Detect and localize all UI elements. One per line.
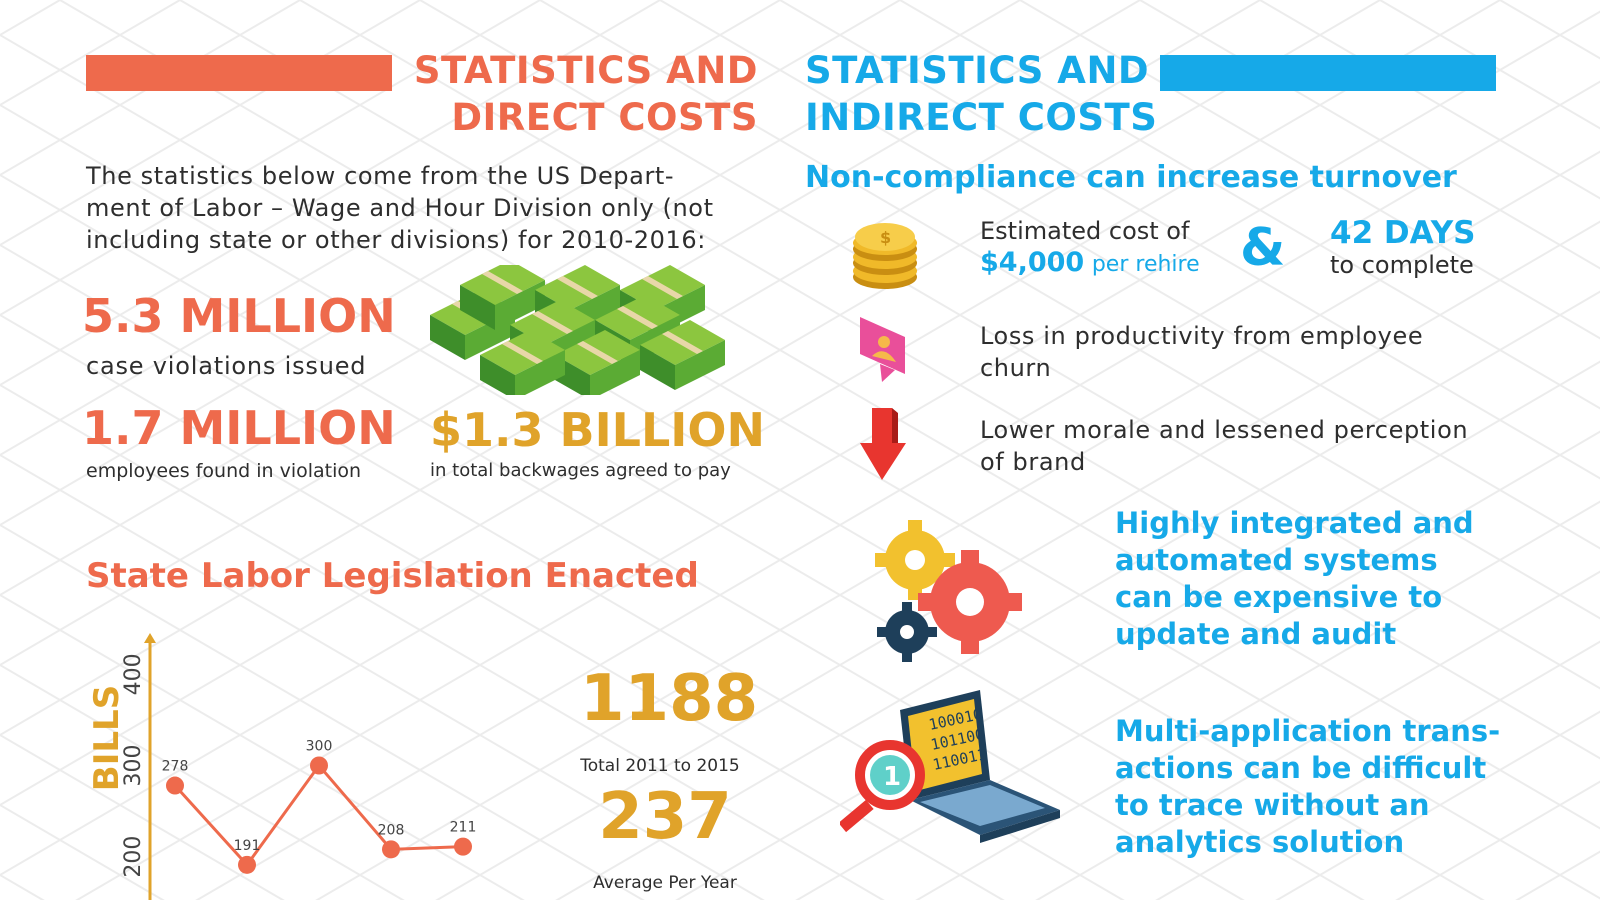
right-heading: STATISTICS AND INDIRECT COSTS [805, 47, 1225, 141]
stat-employees-label: employees found in violation [86, 460, 362, 482]
svg-text:1: 1 [883, 762, 901, 792]
average-label: Average Per Year [593, 873, 737, 893]
left-heading-bar [86, 55, 392, 91]
left-heading-line1: STATISTICS AND [413, 49, 758, 92]
morale-text: Lower morale and lessened perception of … [980, 414, 1500, 478]
ampersand: & [1240, 218, 1286, 278]
multi-app-line1: Multi-application trans- [1115, 714, 1501, 748]
left-intro: The statistics below come from the US De… [86, 160, 766, 256]
integrated-line3: can be expensive to [1115, 580, 1443, 614]
y-tick-label: 200 [121, 836, 146, 878]
legislation-title: State Labor Legislation Enacted [86, 556, 699, 596]
data-point [454, 837, 472, 856]
data-label: 208 [378, 822, 405, 838]
stat-employees-value: 1.7 MILLION [82, 401, 396, 455]
data-point [310, 756, 328, 775]
data-point [166, 776, 184, 795]
intro-line3: including state or other divisions) for … [86, 226, 706, 254]
productivity-line2: churn [980, 354, 1052, 382]
multi-app-line4: analytics solution [1115, 825, 1405, 859]
series-line [173, 763, 464, 868]
data-label: 191 [234, 838, 261, 854]
days-value: 42 DAYS [1330, 215, 1476, 251]
left-heading-line2: DIRECT COSTS [451, 96, 758, 139]
morale-line1: Lower morale and lessened perception [980, 416, 1469, 444]
coins-icon: $ [853, 223, 917, 289]
stat-backwages-value: $1.3 BILLION [430, 403, 766, 457]
days-label: to complete [1330, 251, 1474, 279]
svg-text:$: $ [880, 228, 891, 247]
data-label: 211 [450, 820, 477, 836]
legislation-chart: 200 300 400 278 191 300 208 211 [121, 633, 477, 900]
laptop-magnifier-icon: 100010 101100 110011 1 [840, 690, 1060, 843]
stat-violations-value: 5.3 MILLION [82, 289, 396, 343]
cost-prefix: Estimated cost of [980, 217, 1190, 245]
integrated-line1: Highly integrated and [1115, 506, 1474, 540]
days-block: 42 DAYS to complete [1330, 215, 1475, 279]
left-heading: STATISTICS AND DIRECT COSTS [390, 47, 758, 141]
user-chat-icon [860, 317, 905, 382]
cost-amount: $4,000 [980, 247, 1085, 278]
right-heading-line2: INDIRECT COSTS [805, 96, 1158, 139]
data-label: 278 [162, 759, 189, 775]
intro-line2: ment of Labor – Wage and Hour Division o… [86, 194, 714, 222]
money-stacks-icon [430, 265, 725, 395]
stat-violations-label: case violations issued [86, 352, 367, 380]
total-value: 1188 [580, 662, 759, 736]
multi-app-line2: actions can be difficult [1115, 751, 1487, 785]
multi-app-text: Multi-application trans- actions can be … [1115, 713, 1575, 861]
data-point [238, 855, 256, 874]
morale-line2: of brand [980, 448, 1086, 476]
down-arrow-icon [860, 408, 906, 480]
right-heading-bar [1160, 55, 1496, 91]
y-tick-label: 300 [121, 745, 146, 787]
productivity-line1: Loss in productivity from employee [980, 322, 1424, 350]
data-point [382, 840, 400, 859]
data-label: 300 [306, 739, 333, 755]
gears-icon [875, 520, 1022, 662]
turnover-subtitle: Non-compliance can increase turnover [805, 160, 1457, 195]
y-axis-arrow [144, 633, 156, 643]
average-value: 237 [598, 780, 732, 854]
stat-backwages-label: in total backwages agreed to pay [430, 460, 731, 481]
cost-estimate: Estimated cost of $4,000 per rehire [980, 217, 1200, 278]
integrated-line2: automated systems [1115, 543, 1438, 577]
cost-suffix: per rehire [1091, 252, 1200, 277]
multi-app-line3: to trace without an [1115, 788, 1430, 822]
productivity-text: Loss in productivity from employee churn [980, 320, 1500, 384]
total-label: Total 2011 to 2015 [580, 756, 740, 776]
cost-amount-line: $4,000 per rehire [980, 247, 1200, 278]
integrated-systems-text: Highly integrated and automated systems … [1115, 505, 1535, 653]
right-heading-line1: STATISTICS AND [805, 49, 1150, 92]
integrated-line4: update and audit [1115, 617, 1397, 651]
intro-line1: The statistics below come from the US De… [86, 162, 675, 190]
y-tick-label: 400 [121, 653, 146, 695]
